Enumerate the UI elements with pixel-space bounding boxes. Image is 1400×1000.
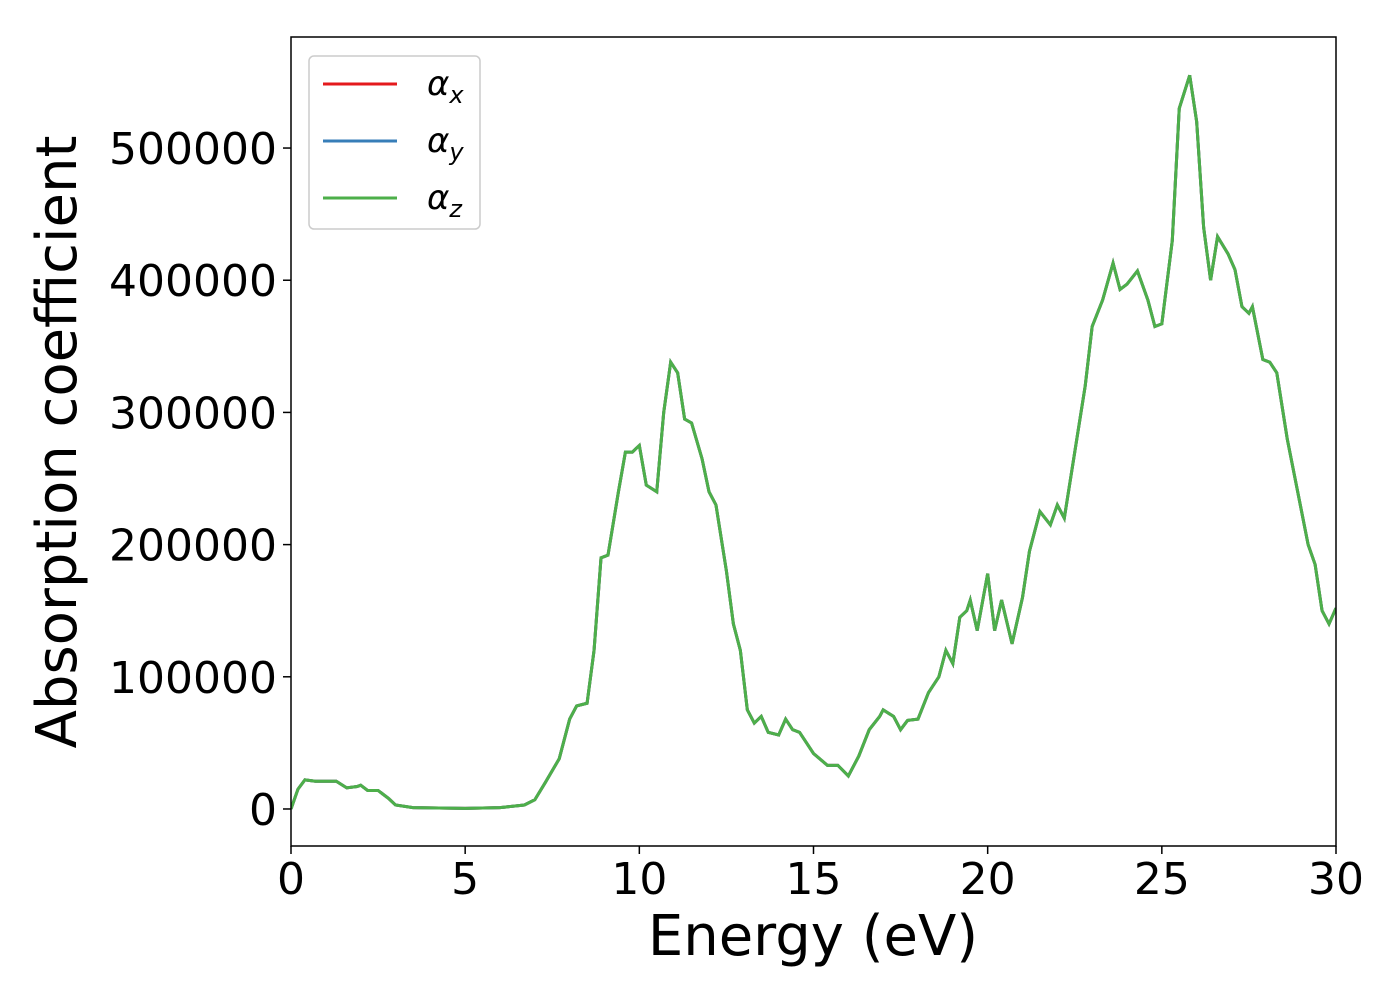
y-tick-label: 200000 [109,521,277,572]
x-tick-label: 20 [960,854,1016,905]
x-tick-label: 25 [1134,854,1190,905]
line-series [291,74,1336,810]
y-tick-label: 400000 [109,256,277,307]
plot-frame [290,36,1337,847]
x-tick-label: 5 [451,854,479,905]
x-tick-label: 0 [277,854,305,905]
y-tick-label: 0 [249,785,277,836]
y-tick-label: 100000 [109,653,277,704]
x-tick-label: 15 [786,854,842,905]
x-axis-label: Energy (eV) [648,904,978,969]
y-tick-label: 300000 [109,388,277,439]
y-tick-label: 500000 [109,124,277,175]
x-tick-label: 10 [611,854,667,905]
y-axis-label: Absorption coefficient [25,136,90,749]
x-tick-label: 30 [1308,854,1364,905]
